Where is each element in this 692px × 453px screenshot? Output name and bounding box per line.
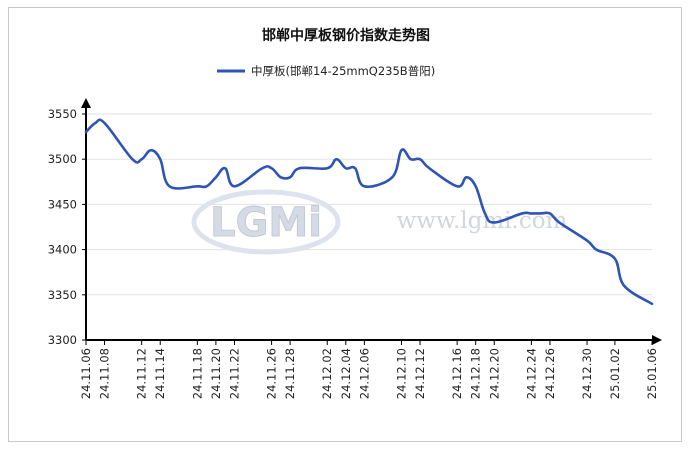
data-point xyxy=(614,257,616,259)
data-point xyxy=(586,239,588,241)
x-tick-label: 24.11.18 xyxy=(190,348,204,399)
watermark-logo-ring xyxy=(191,189,341,255)
x-tick-label: 24.12.04 xyxy=(339,348,353,399)
data-point xyxy=(558,221,560,223)
x-tick-label: 24.12.26 xyxy=(543,348,557,399)
x-tick-label: 24.11.22 xyxy=(227,348,241,399)
data-point xyxy=(428,167,430,169)
data-point xyxy=(335,158,337,160)
data-point xyxy=(131,158,133,160)
data-point xyxy=(345,167,347,169)
data-point xyxy=(270,167,272,169)
data-point xyxy=(456,185,458,187)
data-point xyxy=(419,158,421,160)
x-tick-label: 24.12.24 xyxy=(524,348,538,399)
data-point xyxy=(651,303,653,305)
data-point xyxy=(150,149,152,151)
data-point xyxy=(326,167,328,169)
data-point xyxy=(623,285,625,287)
x-tick-label: 24.11.14 xyxy=(153,348,167,399)
watermark-logo-text: LGMi xyxy=(210,200,322,246)
data-point xyxy=(103,122,105,124)
series-line xyxy=(84,118,654,306)
data-point xyxy=(484,212,486,214)
series-layer xyxy=(84,118,654,306)
x-tick-label: 24.12.20 xyxy=(487,348,501,399)
data-point xyxy=(233,185,235,187)
x-tick-label: 25.01.06 xyxy=(645,348,659,399)
x-axis-arrow xyxy=(652,335,662,345)
legend: 中厚板(邯郸14-25mmQ235B普阳) xyxy=(217,64,435,78)
watermark-site-text: www.lgmi.com xyxy=(397,208,568,234)
x-tick-label: 24.11.20 xyxy=(209,348,223,399)
data-point xyxy=(363,185,365,187)
x-tick-label: 25.01.02 xyxy=(608,348,622,399)
data-point xyxy=(298,167,300,169)
y-tick-label: 3450 xyxy=(48,197,77,211)
axes xyxy=(81,98,662,345)
data-point xyxy=(549,212,551,214)
y-tick-label: 3400 xyxy=(48,243,77,257)
data-point xyxy=(354,167,356,169)
chart-title: 邯郸中厚板钢价指数走势图 xyxy=(262,27,430,44)
legend-label: 中厚板(邯郸14-25mmQ235B普阳) xyxy=(251,64,435,78)
data-point xyxy=(530,212,532,214)
y-tick-label: 3500 xyxy=(48,152,77,166)
y-tick-label: 3300 xyxy=(48,333,77,347)
x-tick-label: 24.12.30 xyxy=(580,348,594,399)
y-axis-ticks: 3300 3350 3400 3450 3500 3550 xyxy=(48,107,86,347)
x-tick-label: 24.11.26 xyxy=(265,348,279,399)
data-point xyxy=(196,185,198,187)
data-point xyxy=(391,176,393,178)
x-tick-label: 24.12.06 xyxy=(357,348,371,399)
y-axis-arrow xyxy=(81,98,91,108)
data-point xyxy=(493,221,495,223)
data-point xyxy=(521,212,523,214)
data-point xyxy=(159,158,161,160)
data-point xyxy=(205,185,207,187)
x-tick-label: 24.12.02 xyxy=(320,348,334,399)
data-point xyxy=(289,176,291,178)
data-point xyxy=(465,176,467,178)
x-axis-ticks: 24.11.06 24.11.08 24.11.12 24.11.14 24.11.18… xyxy=(79,340,659,399)
data-point xyxy=(595,248,597,250)
data-point xyxy=(224,167,226,169)
chart-frame xyxy=(8,7,682,442)
x-tick-label: 24.12.12 xyxy=(413,348,427,399)
data-point xyxy=(85,131,87,133)
data-point xyxy=(475,185,477,187)
data-point xyxy=(140,158,142,160)
x-tick-label: 24.11.08 xyxy=(98,348,112,399)
x-tick-label: 24.12.10 xyxy=(394,348,408,399)
y-tick-label: 3350 xyxy=(48,288,77,302)
data-point xyxy=(261,167,263,169)
x-tick-label: 24.11.28 xyxy=(283,348,297,399)
y-tick-label: 3550 xyxy=(48,107,77,121)
x-tick-label: 24.12.18 xyxy=(469,348,483,399)
x-tick-label: 24.12.16 xyxy=(450,348,464,399)
data-point xyxy=(400,149,402,151)
watermark: LGMi www.lgmi.com xyxy=(191,189,568,255)
x-tick-label: 24.11.06 xyxy=(79,348,93,399)
x-tick-label: 24.11.12 xyxy=(135,348,149,399)
data-point xyxy=(168,185,170,187)
data-point xyxy=(280,176,282,178)
data-point xyxy=(539,212,541,214)
data-point xyxy=(215,176,217,178)
data-point xyxy=(94,122,96,124)
grid xyxy=(86,113,652,296)
data-point xyxy=(410,158,412,160)
